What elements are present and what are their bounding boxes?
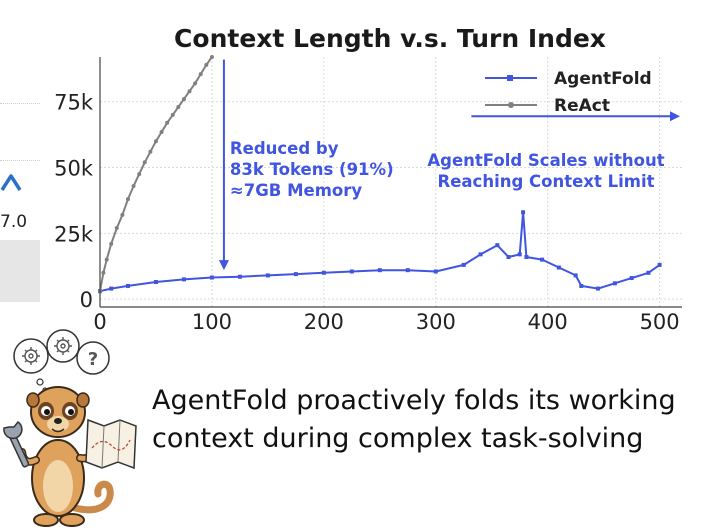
- annotation-text: ≈7GB Memory: [230, 181, 362, 200]
- logo-fragment-icon: [0, 174, 22, 191]
- data-point: [646, 270, 651, 275]
- legend-marker: [508, 102, 514, 108]
- series-layer: [98, 55, 662, 294]
- data-point: [109, 286, 114, 291]
- data-point: [461, 262, 466, 267]
- data-point: [187, 89, 192, 94]
- axes: 0 25k 50k 75k 0 100 200 300 400 500: [54, 57, 682, 334]
- x-tick-label: 400: [528, 310, 568, 334]
- gear-icon: [54, 337, 72, 355]
- fragment-gridline: [0, 103, 40, 104]
- data-point: [540, 257, 545, 262]
- annotation-text: Reduced by: [230, 139, 339, 158]
- x-tick-label: 500: [640, 310, 680, 334]
- data-point: [321, 270, 326, 275]
- wrench-icon: [3, 420, 30, 468]
- data-point: [198, 72, 203, 77]
- series-line: [99, 56, 213, 292]
- line-chart: Context Length v.s. Turn Index Reduced b…: [54, 24, 682, 334]
- annotations: Reduced by 83k Tokens (91%) ≈7GB Memory Age…: [218, 59, 680, 271]
- data-point: [181, 277, 186, 282]
- data-point: [237, 274, 242, 279]
- legend-marker: [507, 75, 513, 81]
- data-point: [556, 265, 561, 270]
- data-point: [153, 139, 158, 144]
- question-mark-icon: ?: [88, 349, 98, 370]
- thought-bubble: [76, 341, 110, 375]
- x-tick-label: 200: [304, 310, 344, 334]
- data-point: [209, 275, 214, 280]
- data-point: [165, 120, 170, 125]
- y-tick-label: 75k: [54, 91, 94, 115]
- thought-bubble: [13, 338, 49, 374]
- data-point: [142, 160, 147, 165]
- data-point: [573, 273, 578, 278]
- plot-area: [100, 57, 682, 307]
- data-point: [148, 149, 153, 154]
- data-point: [181, 97, 186, 102]
- data-point: [478, 252, 483, 257]
- data-point: [612, 281, 617, 286]
- y-tick-label: 50k: [54, 157, 94, 181]
- annotation-text: Reaching Context Limit: [438, 172, 655, 191]
- scaling-arrowhead: [670, 111, 680, 122]
- data-point: [176, 105, 181, 109]
- data-point: [506, 255, 511, 259]
- x-tick-label: 0: [93, 310, 106, 334]
- y-tick-label: 0: [80, 288, 93, 312]
- caption-line: AgentFold proactively folds its working: [152, 385, 676, 416]
- caption: AgentFold proactively folds its working …: [152, 382, 707, 458]
- data-point: [209, 55, 214, 59]
- data-point: [405, 268, 410, 273]
- data-point: [433, 269, 438, 274]
- fragment-gridline: [0, 160, 40, 161]
- x-tick-label: 100: [192, 310, 232, 334]
- series-line: [99, 211, 661, 293]
- data-point: [657, 262, 662, 267]
- data-point: [114, 226, 119, 231]
- fragment-bar: [0, 240, 40, 302]
- meerkat-mascot-icon: ?: [3, 329, 137, 527]
- data-point: [579, 283, 584, 288]
- data-point: [153, 280, 158, 284]
- data-point: [517, 252, 522, 257]
- data-point: [137, 172, 142, 177]
- gear-icon: [22, 347, 40, 365]
- data-point: [524, 255, 529, 259]
- map-icon: [85, 418, 137, 470]
- data-point: [170, 112, 175, 117]
- legend-label: ReAct: [554, 96, 610, 116]
- data-point: [596, 286, 601, 291]
- data-point: [131, 183, 136, 188]
- data-point: [521, 210, 526, 215]
- reduction-arrowhead: [218, 260, 229, 271]
- data-point: [495, 243, 500, 248]
- data-point: [159, 130, 164, 134]
- annotation-text: 83k Tokens (91%): [230, 160, 394, 179]
- caption-line: context during complex task-solving: [152, 423, 644, 454]
- legend-label: AgentFold: [554, 69, 652, 89]
- data-point: [125, 283, 130, 288]
- data-point: [109, 241, 114, 246]
- data-point: [349, 269, 354, 274]
- annotation-text: AgentFold Scales without: [427, 151, 664, 170]
- fragment-value: 7.0: [0, 212, 28, 232]
- data-point: [101, 270, 106, 275]
- data-point: [125, 197, 130, 202]
- data-point: [629, 276, 634, 281]
- data-point: [377, 268, 382, 273]
- data-point: [120, 212, 125, 217]
- thought-bubble: [46, 329, 80, 363]
- data-point: [293, 272, 298, 277]
- x-tick-label: 300: [416, 310, 456, 334]
- data-point: [265, 273, 270, 278]
- data-point: [193, 81, 198, 86]
- data-point: [204, 62, 209, 67]
- chart-title: Context Length v.s. Turn Index: [174, 24, 606, 53]
- legend: AgentFold ReAct: [485, 69, 652, 116]
- data-point: [104, 257, 109, 262]
- y-tick-label: 25k: [54, 222, 94, 246]
